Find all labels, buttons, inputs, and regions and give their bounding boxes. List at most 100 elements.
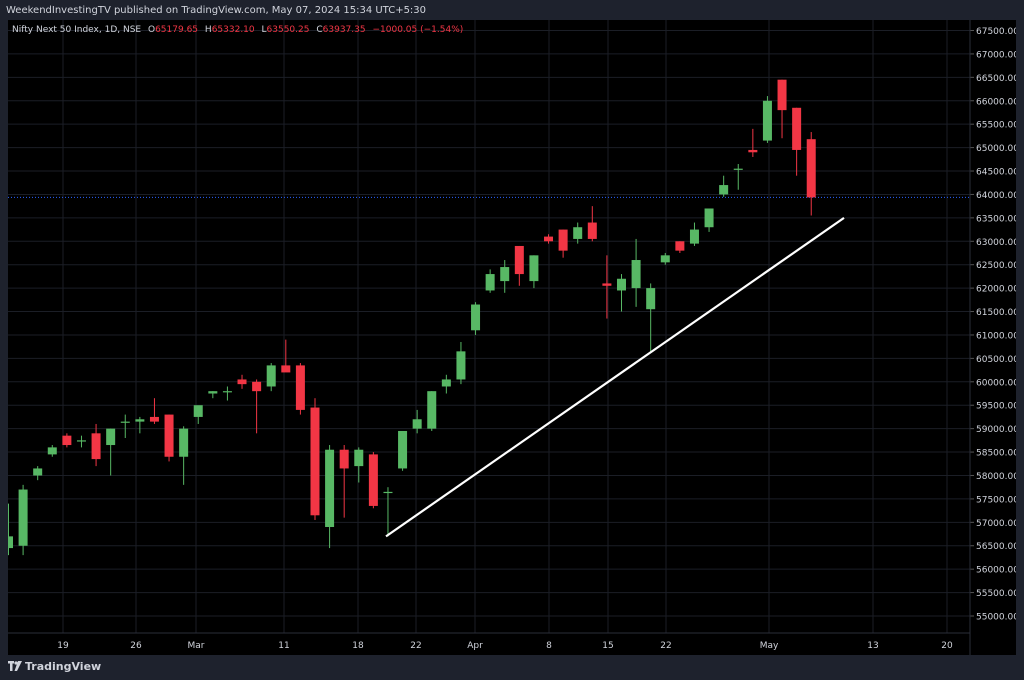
candle-body bbox=[208, 391, 218, 394]
date-tick-label: 18 bbox=[352, 641, 364, 651]
candle-body bbox=[544, 236, 554, 242]
candle bbox=[689, 222, 699, 246]
price-tick-label: 55500.00 bbox=[976, 589, 1016, 599]
candle bbox=[266, 363, 276, 392]
candle-body bbox=[281, 365, 291, 373]
candle-body bbox=[762, 100, 772, 141]
publish-info: WeekendInvestingTV published on TradingV… bbox=[6, 5, 427, 16]
candle-body bbox=[441, 379, 451, 387]
price-tick-label: 66000.00 bbox=[976, 97, 1016, 107]
price-tick-label: 67500.00 bbox=[976, 27, 1016, 37]
candle bbox=[325, 445, 335, 549]
price-tick-label: 64500.00 bbox=[976, 168, 1016, 178]
price-tick-label: 65000.00 bbox=[976, 144, 1016, 154]
candle bbox=[748, 128, 758, 157]
candle bbox=[310, 398, 320, 520]
price-tick-label: 59000.00 bbox=[976, 425, 1016, 435]
candle-body bbox=[485, 274, 495, 291]
candle-body bbox=[456, 351, 466, 380]
price-tick-label: 62500.00 bbox=[976, 261, 1016, 271]
trendline[interactable] bbox=[385, 216, 845, 538]
candle bbox=[514, 245, 524, 286]
candle-body bbox=[193, 405, 203, 417]
candlestick-chart[interactable]: 55000.00 55500.00 56000.00 56500.00 57000.00… bbox=[4, 20, 1019, 655]
candle-body bbox=[631, 260, 641, 289]
price-tick-label: 58500.00 bbox=[976, 449, 1016, 459]
candle bbox=[33, 466, 43, 481]
candle bbox=[18, 484, 28, 556]
legend-open-value: 65179.65 bbox=[155, 25, 198, 35]
candle bbox=[339, 445, 349, 518]
candle-body bbox=[573, 227, 583, 239]
candle-body bbox=[368, 454, 378, 506]
candle bbox=[120, 414, 130, 439]
candle bbox=[646, 283, 656, 352]
candle bbox=[704, 208, 714, 232]
publish-header: WeekendInvestingTV published on TradingV… bbox=[0, 0, 1024, 20]
price-tick-label: 61000.00 bbox=[976, 331, 1016, 341]
candle-body bbox=[514, 245, 524, 275]
candle bbox=[62, 433, 72, 448]
candle bbox=[471, 302, 481, 335]
candle bbox=[602, 255, 612, 319]
legend-high-label: H bbox=[205, 25, 212, 35]
date-tick-label: Mar bbox=[188, 641, 205, 651]
candle-body bbox=[222, 391, 232, 393]
legend-close-value: 63937.35 bbox=[323, 25, 366, 35]
price-tick-label: 63000.00 bbox=[976, 238, 1016, 248]
date-tick-label: 26 bbox=[130, 641, 142, 651]
candle bbox=[281, 339, 291, 373]
candle bbox=[252, 379, 262, 434]
candle bbox=[354, 447, 364, 483]
candle bbox=[91, 423, 101, 467]
date-tick-label: 22 bbox=[660, 641, 671, 651]
candle bbox=[179, 426, 189, 485]
candle-body bbox=[587, 222, 597, 239]
legend-symbol: Nifty Next 50 Index, 1D, NSE bbox=[12, 25, 141, 35]
legend-high-value: 65332.10 bbox=[212, 25, 255, 35]
chart-area[interactable]: 55000.00 55500.00 56000.00 56500.00 57000.00… bbox=[4, 20, 1019, 655]
date-tick-label: 22 bbox=[410, 641, 421, 651]
price-tick-label: 57500.00 bbox=[976, 495, 1016, 505]
candle-body bbox=[777, 79, 787, 111]
time-axis: 19 26 Mar 11 18 22 Apr 8 15 22 May 13 20 bbox=[8, 632, 970, 651]
candle-body bbox=[689, 229, 699, 244]
candle bbox=[733, 163, 743, 190]
price-tick-label: 65500.00 bbox=[976, 121, 1016, 131]
candle bbox=[47, 445, 57, 457]
price-tick-label: 62000.00 bbox=[976, 285, 1016, 295]
candle bbox=[164, 414, 174, 462]
candle bbox=[558, 229, 568, 258]
price-tick-label: 55000.00 bbox=[976, 613, 1016, 623]
candle-body bbox=[33, 468, 43, 476]
date-tick-label: 8 bbox=[546, 641, 552, 651]
legend-low-label: L bbox=[262, 25, 267, 35]
candle-body bbox=[295, 365, 305, 410]
price-tick-label: 60000.00 bbox=[976, 378, 1016, 388]
candle-body bbox=[164, 414, 174, 457]
candle-body bbox=[792, 107, 802, 150]
candle-body bbox=[427, 391, 437, 429]
candle-body bbox=[106, 428, 116, 446]
date-tick-label: 20 bbox=[941, 641, 953, 651]
legend-low-value: 63550.25 bbox=[267, 25, 310, 35]
candle bbox=[295, 363, 305, 415]
candle-body bbox=[412, 419, 422, 429]
candles bbox=[4, 79, 816, 556]
candle-body bbox=[719, 185, 729, 195]
candle bbox=[762, 96, 772, 143]
legend-change: −1000.05 (−1.54%) bbox=[372, 25, 463, 35]
candle bbox=[792, 107, 802, 176]
date-tick-label: 19 bbox=[57, 641, 69, 651]
grid bbox=[8, 20, 970, 633]
price-tick-label: 57000.00 bbox=[976, 519, 1016, 529]
candle bbox=[616, 274, 626, 312]
legend-line: Nifty Next 50 Index, 1D, NSE O65179.65 H… bbox=[12, 25, 463, 35]
footer-bar bbox=[0, 655, 1024, 680]
candle-body bbox=[398, 430, 408, 469]
legend-close-label: C bbox=[316, 25, 322, 35]
candle-body bbox=[4, 536, 13, 549]
candle bbox=[4, 503, 13, 556]
candle-body bbox=[120, 421, 130, 423]
candle-body bbox=[500, 267, 510, 282]
